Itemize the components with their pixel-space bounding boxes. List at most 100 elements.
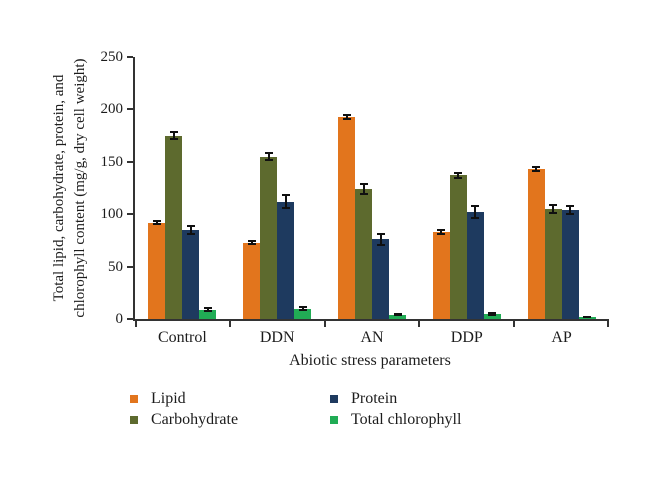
bar-protein-an (372, 239, 389, 319)
y-tick-150 (127, 160, 133, 163)
error-bar-cap-bottom (376, 243, 385, 246)
error-bar-cap-bottom (247, 242, 256, 245)
bar-protein-ddp (466, 212, 484, 319)
error-bar-cap-bottom (152, 222, 161, 225)
error-bar-protein-control (186, 224, 195, 236)
error-bar-cap-top (281, 194, 290, 197)
error-bar-lipid-ap (532, 165, 541, 173)
error-bar-cap-top (342, 113, 351, 116)
legend-item-carbohydrate: Carbohydrate (130, 411, 330, 429)
y-tick-label-50: 50 (108, 258, 123, 275)
bar-carbohydrate-ddn (260, 156, 278, 319)
x-tick-label-ddp: DDP (450, 329, 483, 346)
error-bar-line (535, 165, 538, 173)
error-bar-line (569, 204, 572, 216)
error-bar-line (189, 224, 192, 236)
error-bar-cap-top (359, 182, 368, 185)
error-bar-cap-top (471, 204, 480, 207)
error-bar-cap-bottom (566, 213, 575, 216)
error-bar-cap-top (264, 152, 273, 155)
x-tick-label-ddn: DDN (259, 329, 295, 346)
error-bar-cap-top (488, 311, 497, 314)
bar-total-chlorophyll-an (389, 314, 406, 319)
error-bar-cap-top (393, 313, 402, 316)
error-bar-lipid-control (152, 220, 161, 225)
y-tick-250 (127, 56, 133, 58)
y-tick-50 (127, 265, 133, 268)
bar-protein-control (182, 229, 200, 319)
error-bar-protein-ddp (471, 204, 480, 220)
bar-carbohydrate-ap (544, 208, 562, 319)
bar-total-chlorophyll-ddn (294, 308, 312, 319)
y-axis-title-line-2: chlorophyll content (mg/g, dry cell weig… (72, 58, 88, 318)
bar-carbohydrate-an (355, 189, 372, 319)
error-bar-protein-ap (566, 204, 575, 216)
error-bar-total-chlorophyll-ddp (488, 311, 497, 316)
error-bar-cap-bottom (437, 233, 446, 236)
error-bar-cap-top (247, 240, 256, 243)
y-axis-title-line-1: Total lipid, carbohydrate, protein, and (51, 74, 67, 302)
error-bar-cap-top (169, 131, 178, 134)
error-bar-carbohydrate-an (359, 182, 368, 196)
error-bar-cap-top (152, 220, 161, 223)
x-tick-label-ap: AP (551, 329, 572, 346)
error-bar-lipid-an (342, 113, 351, 120)
error-bar-line (379, 233, 382, 246)
x-axis-title: Abiotic stress parameters (289, 352, 451, 369)
error-bar-total-chlorophyll-an (393, 313, 402, 317)
error-bar-cap-bottom (583, 316, 592, 319)
error-bar-line (440, 228, 443, 236)
error-bar-cap-top (203, 307, 212, 310)
x-tick-label-control: Control (157, 329, 207, 346)
bar-lipid-ddp (432, 232, 450, 319)
error-bar-cap-bottom (264, 158, 273, 161)
error-bar-cap-top (549, 203, 558, 206)
error-bar-line (362, 182, 365, 196)
y-tick-200 (127, 108, 133, 111)
y-tick-label-200: 200 (100, 101, 124, 118)
bar-lipid-ddn (243, 242, 261, 319)
legend-swatch-total-chlorophyll (330, 416, 338, 424)
x-tick (135, 321, 137, 327)
y-tick-label-100: 100 (100, 206, 124, 223)
bar-carbohydrate-ddp (449, 175, 467, 319)
y-axis-title: Total lipid, carbohydrate, protein, and … (49, 18, 91, 358)
error-bar-cap-bottom (393, 314, 402, 317)
y-tick-0 (127, 318, 133, 320)
error-bar-line (250, 240, 253, 245)
x-tick-label-an: AN (360, 329, 384, 346)
error-bar-cap-bottom (549, 212, 558, 215)
error-bar-cap-bottom (186, 233, 195, 236)
error-bar-carbohydrate-ddp (454, 172, 463, 179)
error-bar-lipid-ddp (437, 228, 446, 236)
error-bar-cap-bottom (281, 206, 290, 209)
error-bar-carbohydrate-ddn (264, 152, 273, 161)
error-bar-line (345, 113, 348, 120)
error-bar-cap-bottom (203, 309, 212, 312)
error-bar-cap-bottom (488, 313, 497, 316)
error-bar-cap-top (454, 172, 463, 175)
x-tick (607, 321, 609, 327)
error-bar-carbohydrate-ap (549, 203, 558, 215)
legend-item-total-chlorophyll: Total chlorophyll (330, 411, 580, 429)
error-bar-line (172, 131, 175, 140)
error-bar-line (491, 311, 494, 316)
error-bar-total-chlorophyll-ddn (298, 306, 307, 311)
error-bar-line (284, 194, 287, 209)
error-bar-cap-top (532, 165, 541, 168)
y-tick-label-150: 150 (100, 153, 124, 170)
legend-swatch-protein (330, 395, 338, 403)
error-bar-cap-bottom (298, 308, 307, 311)
y-tick-label-0: 0 (115, 311, 124, 327)
error-bar-line (206, 307, 209, 312)
legend-label-carbohydrate: Carbohydrate (151, 411, 239, 428)
x-tick (323, 321, 326, 327)
legend: Lipid Protein Carbohydrate Total chlorophyl… (130, 390, 580, 429)
error-bar-line (552, 203, 555, 215)
plot-area: 0 50 100 150 200 250 Control DDN AN DDP AP (101, 49, 609, 346)
y-tick-100 (127, 213, 133, 216)
error-bar-cap-top (186, 224, 195, 227)
error-bar-cap-bottom (342, 117, 351, 120)
error-bar-total-chlorophyll-ap (583, 316, 592, 319)
